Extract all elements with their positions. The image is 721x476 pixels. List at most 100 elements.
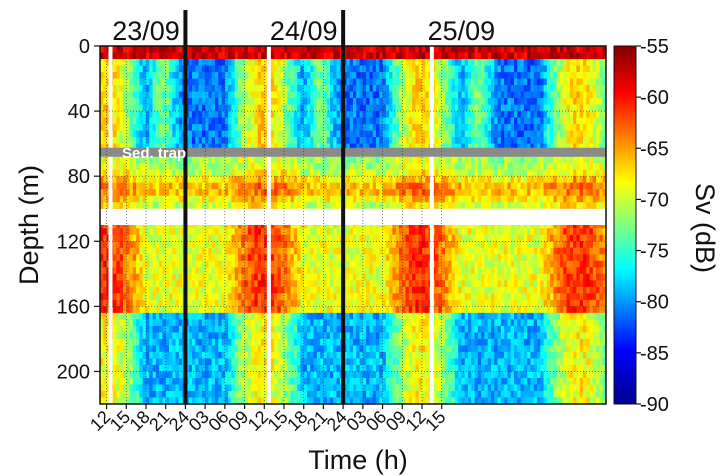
heatmap-cell	[323, 182, 328, 190]
heatmap-cell	[247, 176, 252, 184]
heatmap-cell	[244, 338, 249, 347]
heatmap-cell	[113, 182, 118, 190]
heatmap-cell	[333, 351, 338, 360]
heatmap-cell	[326, 59, 331, 67]
heatmap-cell	[175, 319, 180, 327]
heatmap-cell	[100, 130, 104, 138]
heatmap-cell	[379, 397, 384, 404]
heatmap-cell	[362, 390, 367, 399]
heatmap-cell	[215, 384, 219, 392]
heatmap-cell	[162, 377, 167, 386]
heatmap-cell	[244, 332, 249, 340]
heatmap-cell	[215, 59, 219, 67]
heatmap-cell	[366, 364, 371, 373]
heatmap-cell	[116, 59, 121, 67]
heatmap-cell	[310, 280, 315, 288]
heatmap-cell	[129, 221, 134, 229]
heatmap-cell	[218, 384, 223, 392]
heatmap-cell	[323, 202, 328, 210]
heatmap-cell	[366, 202, 371, 210]
heatmap-cell	[346, 299, 351, 307]
heatmap-cell	[146, 111, 150, 119]
heatmap-cell	[303, 286, 308, 294]
heatmap-cell	[241, 397, 246, 404]
heatmap-cell	[379, 104, 384, 112]
heatmap-cell	[379, 299, 384, 307]
heatmap-cell	[356, 91, 361, 99]
heatmap-cell	[353, 59, 357, 67]
heatmap-cell	[320, 371, 325, 379]
heatmap-cell	[113, 397, 118, 404]
heatmap-cell	[356, 137, 361, 145]
heatmap-cell	[310, 111, 315, 119]
heatmap-cell	[165, 59, 170, 67]
heatmap-cell	[146, 52, 150, 60]
heatmap-cell	[129, 260, 134, 268]
heatmap-cell	[195, 345, 200, 353]
heatmap-cell	[379, 234, 384, 242]
heatmap-cell	[316, 195, 321, 203]
heatmap-cell	[238, 143, 242, 151]
heatmap-cell	[376, 78, 380, 86]
heatmap-cell	[264, 325, 269, 333]
heatmap-cell	[392, 267, 397, 275]
heatmap-cell	[287, 59, 292, 67]
heatmap-cell	[192, 345, 196, 353]
heatmap-cell	[244, 156, 249, 164]
heatmap-cell	[142, 267, 147, 275]
heatmap-cell	[192, 143, 196, 151]
heatmap-cell	[221, 234, 226, 242]
heatmap-cell	[152, 267, 157, 275]
heatmap-cell	[316, 169, 321, 177]
heatmap-cell	[208, 195, 213, 203]
heatmap-cell	[126, 345, 131, 353]
heatmap-cell	[198, 52, 203, 60]
heatmap-cell	[379, 241, 384, 249]
heatmap-cell	[287, 345, 292, 353]
heatmap-cell	[251, 351, 256, 360]
heatmap-cell	[323, 384, 328, 392]
heatmap-cell	[316, 65, 321, 73]
heatmap-cell	[320, 78, 325, 86]
heatmap-cell	[224, 306, 229, 314]
heatmap-cell	[247, 299, 252, 307]
heatmap-cell	[326, 46, 331, 54]
heatmap-cell	[218, 267, 223, 275]
heatmap-cell	[349, 273, 354, 281]
heatmap-cell	[323, 124, 328, 132]
heatmap-cell	[395, 234, 400, 242]
heatmap-cell	[195, 52, 200, 60]
heatmap-cell	[349, 377, 354, 386]
heatmap-cell	[392, 202, 397, 210]
heatmap-cell	[349, 338, 354, 347]
heatmap-cell	[261, 163, 265, 171]
heatmap-cell	[254, 156, 259, 164]
heatmap-cell	[264, 293, 269, 301]
heatmap-cell	[211, 117, 216, 125]
heatmap-cell	[218, 325, 223, 333]
heatmap-cell	[139, 91, 144, 99]
heatmap-cell	[257, 384, 262, 392]
heatmap-cell	[359, 280, 364, 288]
heatmap-cell	[353, 221, 357, 229]
heatmap-cell	[132, 384, 137, 392]
heatmap-cell	[201, 228, 206, 236]
heatmap-cell	[330, 202, 334, 210]
heatmap-cell	[300, 306, 305, 314]
heatmap-cell	[234, 130, 239, 138]
heatmap-cell	[247, 345, 252, 353]
heatmap-cell	[320, 72, 325, 80]
heatmap-cell	[264, 299, 269, 307]
heatmap-cell	[316, 397, 321, 404]
heatmap-cell	[372, 52, 377, 60]
heatmap-cell	[307, 351, 311, 360]
heatmap-cell	[287, 241, 292, 249]
heatmap-cell	[165, 228, 170, 236]
heatmap-cell	[116, 273, 121, 281]
heatmap-cell	[280, 254, 285, 262]
heatmap-cell	[221, 312, 226, 320]
heatmap-cell	[300, 299, 305, 307]
heatmap-cell	[129, 163, 134, 171]
heatmap-cell	[277, 91, 282, 99]
heatmap-cell	[277, 260, 282, 268]
